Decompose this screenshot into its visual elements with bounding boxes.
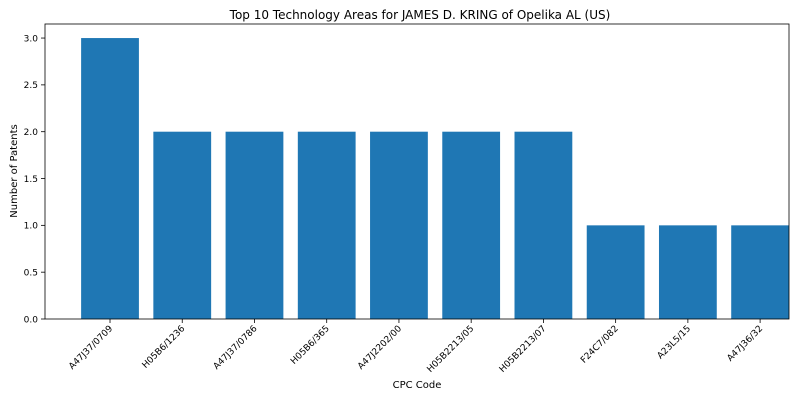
chart-title: Top 10 Technology Areas for JAMES D. KRI… <box>229 8 611 22</box>
x-tick-label: H05B6/365 <box>289 324 332 367</box>
bar-4 <box>298 132 356 319</box>
x-tick-label: A47J37/0786 <box>212 324 260 372</box>
bar-10 <box>731 225 789 319</box>
x-tick-label: H05B2213/05 <box>426 324 477 375</box>
y-tick-label: 1.5 <box>24 175 38 185</box>
x-tick-label: H05B6/1236 <box>141 324 188 371</box>
y-axis-label: Number of Patents <box>9 124 20 217</box>
bar-6 <box>442 132 500 319</box>
y-tick-label: 1.0 <box>24 222 39 232</box>
y-tick-label: 0.0 <box>24 315 39 325</box>
bar-8 <box>587 225 645 319</box>
x-tick-label: A47J37/0709 <box>67 324 115 372</box>
x-tick-label: F24C7/082 <box>579 324 621 366</box>
bar-3 <box>226 132 284 319</box>
x-axis-label: CPC Code <box>393 380 442 391</box>
y-tick-label: 0.5 <box>24 268 38 278</box>
bar-9 <box>659 225 717 319</box>
bar-1 <box>81 38 139 319</box>
x-ticks: A47J37/0709 H05B6/1236 A47J37/0786 H05B6/36… <box>67 319 765 375</box>
x-tick-label: A47J36/32 <box>725 324 765 364</box>
bar-5 <box>370 132 428 319</box>
y-ticks: 0.0 0.5 1.0 1.5 2.0 2.5 3.0 <box>24 34 45 325</box>
x-tick-label: A23L5/15 <box>656 324 693 361</box>
y-tick-label: 2.0 <box>24 128 39 138</box>
bar-2 <box>153 132 211 319</box>
x-tick-label: H05B2213/07 <box>498 324 549 375</box>
bars-layer <box>81 38 789 319</box>
y-tick-label: 2.5 <box>24 81 38 91</box>
x-tick-label: A47J2202/00 <box>356 324 404 372</box>
bar-7 <box>515 132 573 319</box>
y-tick-label: 3.0 <box>24 34 39 44</box>
